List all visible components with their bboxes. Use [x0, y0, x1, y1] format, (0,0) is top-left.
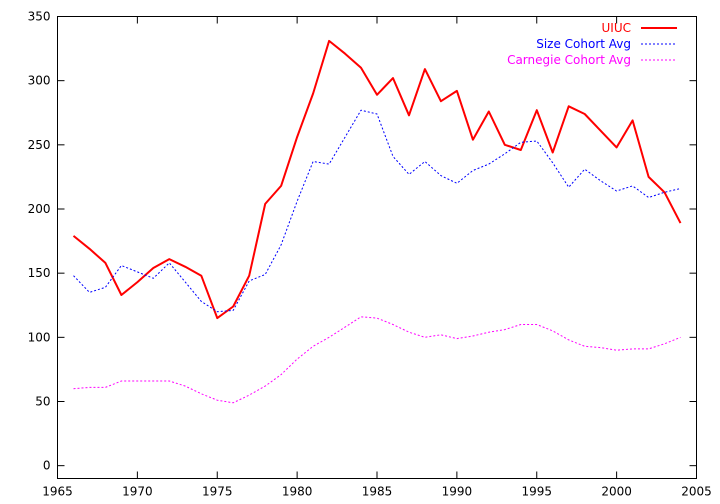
series-line-carnegie-cohort-avg [73, 316, 681, 404]
y-tick-label: 250 [28, 138, 51, 152]
series-layer [72, 39, 682, 404]
legend-label-size-cohort-avg: Size Cohort Avg [536, 37, 631, 51]
x-tick-label: 1980 [282, 485, 313, 499]
plot-frame [57, 16, 697, 479]
x-tick-label: 1970 [122, 485, 153, 499]
x-tick-label: 2000 [601, 485, 632, 499]
legend-label-carnegie-cohort-avg: Carnegie Cohort Avg [507, 53, 631, 67]
y-tick-label: 300 [28, 74, 51, 88]
x-tick-label: 1965 [42, 485, 73, 499]
x-tick-label: 1990 [442, 485, 473, 499]
y-tick-label: 200 [28, 202, 51, 216]
x-tick-label: 1975 [202, 485, 233, 499]
legend: UIUC Size Cohort Avg Carnegie Cohort Avg [507, 21, 677, 67]
series-line-uiuc [72, 39, 682, 320]
axis-ticks: 1965 1970 1975 1980 1985 1990 1995 2000 2005 0 50 1… [28, 10, 712, 499]
y-tick-label: 350 [28, 10, 51, 24]
y-tick-label: 0 [43, 459, 51, 473]
y-tick-label: 150 [28, 266, 51, 280]
x-tick-label: 1985 [362, 485, 393, 499]
x-tick-label: 2005 [681, 485, 712, 499]
y-tick-label: 50 [35, 395, 50, 409]
legend-label-uiuc: UIUC [602, 21, 631, 35]
series-line-size-cohort-avg [73, 109, 681, 313]
x-tick-label: 1995 [521, 485, 552, 499]
y-tick-label: 100 [28, 330, 51, 344]
